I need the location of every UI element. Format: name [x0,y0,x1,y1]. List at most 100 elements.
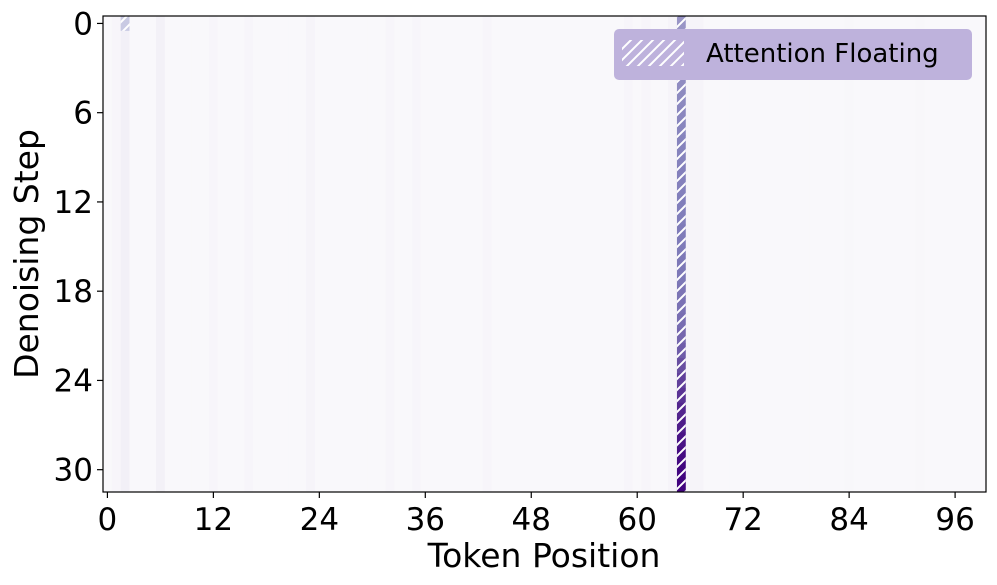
heatmap-column-32 [385,16,395,492]
heatmap-column-41 [465,16,475,492]
y-tick-label: 24 [54,363,93,399]
y-tick-label: 12 [54,185,93,221]
heatmap-column-66 [685,16,696,492]
x-tick-label: 36 [406,502,445,538]
heatmap-column-6 [155,16,166,492]
heatmap-column-22 [297,16,307,492]
heatmap-column-51 [553,16,563,492]
heatmap-column-95 [941,16,952,492]
heatmap-column-18 [261,16,272,492]
heatmap-column-88 [880,16,890,492]
heatmap-column-9 [182,16,192,492]
heatmap-column-35 [412,16,422,492]
heatmap-column-97 [959,16,969,492]
heatmap-column-73 [747,16,757,492]
first-token-hatch [120,16,130,31]
heatmap-column-99 [977,16,986,492]
x-axis-label: Token Position [427,536,661,575]
plot-frame [102,15,987,493]
heatmap-column-11 [200,16,210,492]
floating-token-hatch [676,16,686,492]
heatmap-column-89 [888,16,899,492]
y-tick-label: 18 [54,274,93,310]
heatmap-column-14 [226,16,236,492]
heatmap-column-85 [853,16,863,492]
heatmap-column-29 [359,16,369,492]
heatmap-column-53 [570,16,581,492]
heatmap-column-74 [756,16,766,492]
heatmap-column-80 [809,16,819,492]
x-tick-label: 24 [300,502,339,538]
heatmap-column-20 [279,16,289,492]
heatmap-column-40 [456,16,466,492]
heatmap-column-34 [403,16,413,492]
heatmap-column-10 [191,16,201,492]
y-tick-label: 30 [54,453,93,489]
heatmap-column-75 [765,16,775,492]
heatmap-column-70 [721,16,731,492]
legend: Attention Floating [614,29,972,80]
hatch-overlays [120,16,686,492]
heatmap-column-0 [103,16,113,492]
y-tick-label: 0 [73,6,93,42]
x-tick-label: 60 [617,502,656,538]
heatmap-column-21 [288,16,298,492]
heatmap-column-28 [350,16,360,492]
heatmap-column-26 [332,16,342,492]
heatmap-column-5 [147,16,157,492]
heatmap-column-36 [420,16,431,492]
heatmap-column-91 [906,16,916,492]
heatmap-column-19 [270,16,280,492]
x-tick-label: 12 [194,502,233,538]
heatmap-column-13 [217,16,228,492]
legend-label: Attention Floating [706,39,939,69]
heatmap-column-84 [844,16,854,492]
heatmap-column-64 [668,16,678,492]
heatmap-column-82 [827,16,837,492]
heatmap-cells [103,16,986,492]
heatmap-column-67 [694,16,704,492]
heatmap-column-56 [597,16,607,492]
heatmap-column-94 [933,16,943,492]
heatmap-column-52 [562,16,572,492]
heatmap-column-44 [491,16,501,492]
heatmap-column-7 [164,16,175,492]
heatmap-column-23 [306,16,316,492]
heatmap-column-98 [968,16,978,492]
heatmap-column-43 [482,16,492,492]
heatmap-column-93 [924,16,934,492]
heatmap-column-57 [606,16,616,492]
heatmap-column-83 [835,16,846,492]
heatmap-column-46 [509,16,519,492]
heatmap-column-25 [323,16,333,492]
heatmap-column-81 [818,16,828,492]
heatmap-column-72 [738,16,748,492]
heatmap-column-38 [438,16,448,492]
x-tick-label: 0 [98,502,118,538]
heatmap-column-49 [535,16,545,492]
heatmap-column-62 [650,16,660,492]
heatmap-column-24 [314,16,325,492]
heatmap-column-55 [588,16,598,492]
heatmap-column-92 [915,16,925,492]
heatmap-column-45 [500,16,510,492]
heatmap-column-63 [659,16,669,492]
legend-box [614,29,972,80]
heatmap-column-42 [473,16,484,492]
heatmap-column-16 [244,16,254,492]
heatmap-column-58 [615,16,625,492]
heatmap-column-76 [774,16,784,492]
heatmap-column-12 [208,16,219,492]
heatmap-column-37 [429,16,439,492]
heatmap-column-15 [235,16,245,492]
y-axis-ticks: 0 6 12 18 24 30 [54,6,103,489]
heatmap-column-39 [447,16,457,492]
heatmap-column-71 [729,16,740,492]
heatmap-column-86 [862,16,872,492]
heatmap-column-2 [120,16,130,492]
heatmap-column-27 [341,16,351,492]
heatmap-column-30 [367,16,378,492]
heatmap-column-47 [518,16,528,492]
heatmap-column-8 [173,16,183,492]
